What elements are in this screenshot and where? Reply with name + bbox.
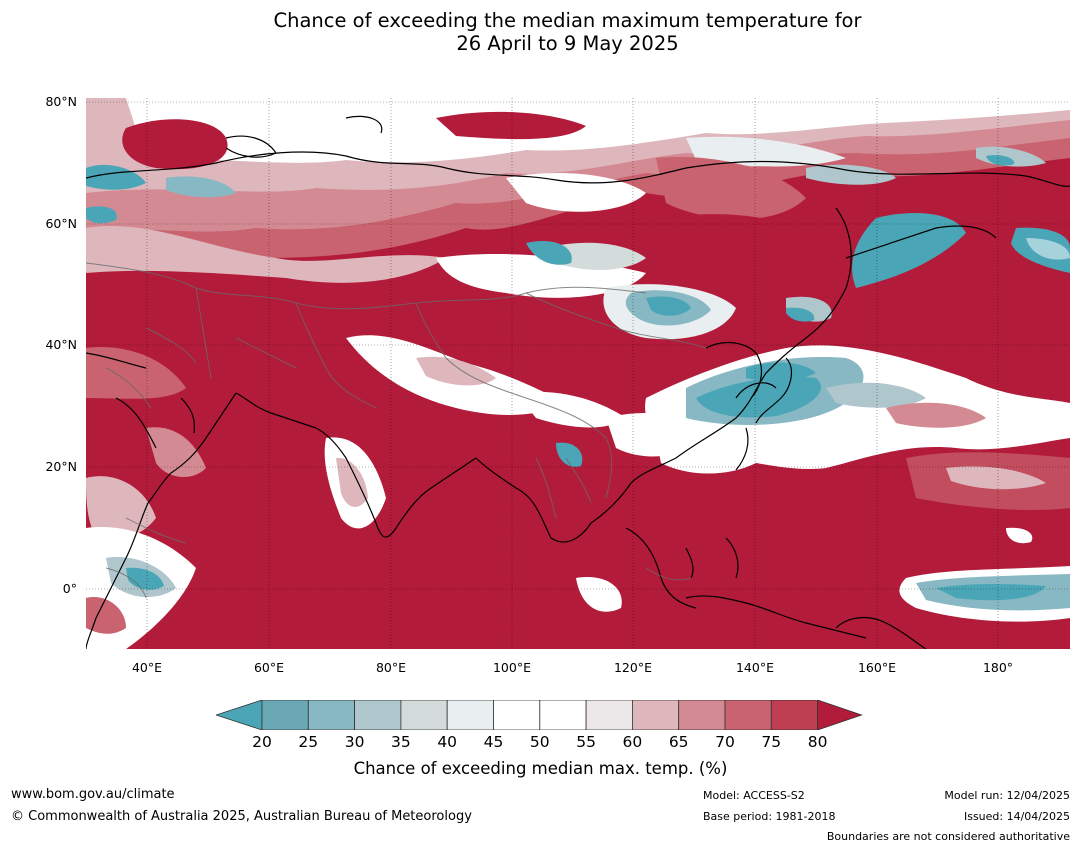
colorbar-tick-label: 65 [668, 733, 689, 751]
colorbar-over-arrow [817, 699, 863, 731]
colorbar-swatch [539, 699, 587, 731]
colorbar-swatch [724, 699, 772, 731]
colorbar-swatch [678, 699, 726, 731]
colorbar-under-arrow [214, 699, 263, 731]
copyright-text: © Commonwealth of Australia 2025, Austra… [11, 809, 472, 824]
probability-contours [86, 98, 1070, 649]
colorbar-swatch [307, 699, 356, 731]
colorbar-swatch [354, 699, 402, 731]
model-run-date: Model run: 12/04/2025 [944, 789, 1070, 802]
lat-tick-40n: 40°N [45, 337, 77, 352]
colorbar-title: Chance of exceeding median max. temp. (%… [353, 759, 728, 778]
lat-tick-60n: 60°N [45, 216, 77, 231]
coastlines [86, 115, 1070, 649]
colorbar-swatch [631, 699, 680, 731]
colorbar-tick-label: 80 [807, 733, 828, 751]
colorbar-tick-label: 55 [576, 733, 596, 751]
colorbar-tick-label: 75 [761, 733, 782, 751]
boundaries-disclaimer: Boundaries are not considered authoritat… [826, 830, 1070, 843]
colorbar-tick-label: 60 [622, 733, 643, 751]
colorbar-swatches [214, 699, 863, 731]
title-line-1: Chance of exceeding the median maximum t… [273, 9, 862, 32]
colorbar-swatch [770, 699, 818, 731]
lon-tick-40e: 40°E [131, 660, 163, 675]
colorbar-swatch [261, 699, 309, 731]
lon-tick-60e: 60°E [253, 660, 285, 675]
lat-tick-equator: 0° [62, 581, 77, 596]
title-line-2: 26 April to 9 May 2025 [456, 32, 679, 55]
base-period: Base period: 1981-2018 [703, 810, 836, 823]
lat-tick-20n: 20°N [45, 459, 77, 474]
lon-tick-100e: 100°E [492, 660, 531, 675]
colorbar-swatch [585, 699, 633, 731]
map-title: Chance of exceeding the median maximum t… [0, 9, 1081, 55]
graticule [86, 98, 1070, 649]
model-name: Model: ACCESS-S2 [703, 789, 805, 802]
colorbar-tick-label: 50 [529, 733, 550, 751]
colorbar-swatch [446, 699, 494, 731]
issued-date: Issued: 14/04/2025 [963, 810, 1070, 823]
colorbar-tick-label: 40 [437, 733, 458, 751]
colorbar-tick-label: 35 [391, 733, 411, 751]
lon-tick-140e: 140°E [735, 660, 774, 675]
country-borders [86, 262, 707, 599]
website-link[interactable]: www.bom.gov.au/climate [11, 787, 175, 802]
colorbar [214, 699, 866, 760]
colorbar-swatch [400, 699, 448, 731]
colorbar-tick-label: 45 [483, 733, 504, 751]
lon-tick-80e: 80°E [375, 660, 407, 675]
lon-tick-120e: 120°E [613, 660, 652, 675]
colorbar-tick-label: 30 [344, 733, 365, 751]
colorbar-tick-label: 20 [252, 733, 272, 751]
colorbar-tick-label: 25 [298, 733, 319, 751]
colorbar-tick-label: 70 [715, 733, 735, 751]
forecast-map[interactable] [86, 98, 1070, 649]
lon-tick-160e: 160°E [857, 660, 896, 675]
lat-tick-80n: 80°N [45, 94, 77, 109]
lon-tick-180: 180° [982, 660, 1014, 675]
colorbar-swatch [493, 699, 541, 731]
